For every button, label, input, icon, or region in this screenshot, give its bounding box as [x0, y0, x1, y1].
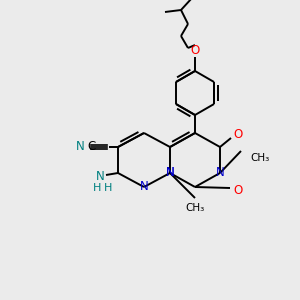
Text: C: C — [88, 140, 96, 154]
Text: N: N — [76, 140, 84, 154]
Text: N: N — [96, 169, 104, 182]
Text: O: O — [233, 128, 243, 140]
Text: H: H — [104, 183, 112, 193]
Text: N: N — [166, 167, 174, 179]
Text: O: O — [190, 44, 200, 56]
Text: N: N — [216, 167, 224, 179]
Text: CH₃: CH₃ — [250, 153, 269, 163]
Text: CH₃: CH₃ — [185, 203, 205, 213]
Text: N: N — [166, 167, 174, 179]
Text: O: O — [233, 184, 243, 197]
Text: N: N — [140, 181, 148, 194]
Text: H: H — [93, 183, 101, 193]
